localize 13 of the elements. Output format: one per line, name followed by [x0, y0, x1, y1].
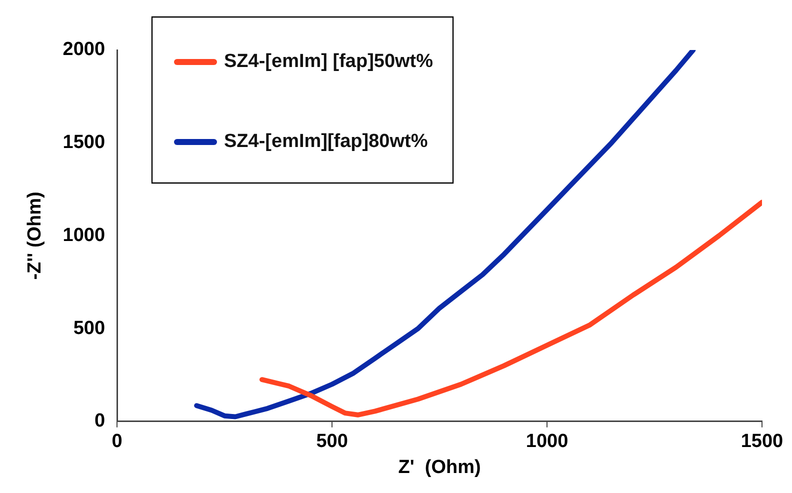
- y-tick-label: 1500: [62, 132, 106, 154]
- y-tick-label: 0: [94, 410, 106, 432]
- x-tick-label: 1500: [740, 431, 784, 452]
- y-axis-title: -Z'' (Ohm): [24, 192, 46, 280]
- x-tick-label: 1000: [526, 431, 568, 452]
- y-tick-label: 2000: [62, 39, 106, 60]
- x-tick-label: 500: [316, 431, 348, 452]
- y-tick-label: 1000: [62, 224, 106, 246]
- y-tick-label: 500: [73, 318, 106, 339]
- legend-label: SZ4-[emIm] [fap]50wt%: [224, 51, 434, 72]
- legend-label: SZ4-[emIm][fap]80wt%: [224, 131, 428, 152]
- x-tick-label: 0: [112, 431, 122, 452]
- x-axis-title: Z' (Ohm): [398, 456, 481, 478]
